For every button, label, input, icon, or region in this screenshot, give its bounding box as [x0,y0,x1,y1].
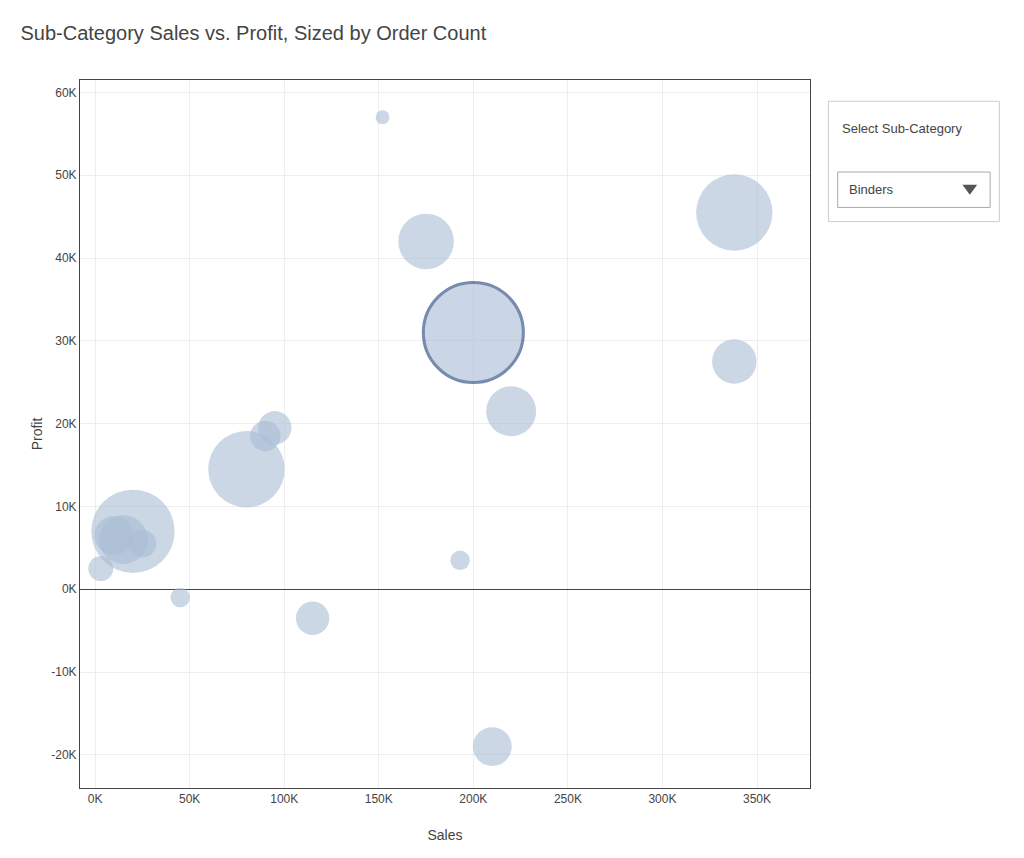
svg-text:Sales: Sales [427,827,462,843]
svg-text:0K: 0K [88,792,103,806]
svg-text:-20K: -20K [51,748,76,762]
svg-text:-10K: -10K [51,665,76,679]
svg-text:Sub-Category Sales vs. Profit,: Sub-Category Sales vs. Profit, Sized by … [20,22,486,44]
svg-text:100K: 100K [270,792,298,806]
svg-text:300K: 300K [648,792,676,806]
svg-text:350K: 350K [743,792,771,806]
svg-text:200K: 200K [459,792,487,806]
svg-text:60K: 60K [55,86,76,100]
svg-text:Select Sub-Category: Select Sub-Category [842,121,962,136]
svg-text:50K: 50K [179,792,200,806]
svg-text:10K: 10K [55,500,76,514]
svg-text:30K: 30K [55,334,76,348]
svg-text:250K: 250K [554,792,582,806]
svg-text:150K: 150K [365,792,393,806]
svg-text:Profit: Profit [29,418,45,451]
svg-text:40K: 40K [55,251,76,265]
svg-text:50K: 50K [55,168,76,182]
svg-text:Binders: Binders [849,182,894,197]
svg-text:20K: 20K [55,417,76,431]
svg-text:0K: 0K [62,582,77,596]
